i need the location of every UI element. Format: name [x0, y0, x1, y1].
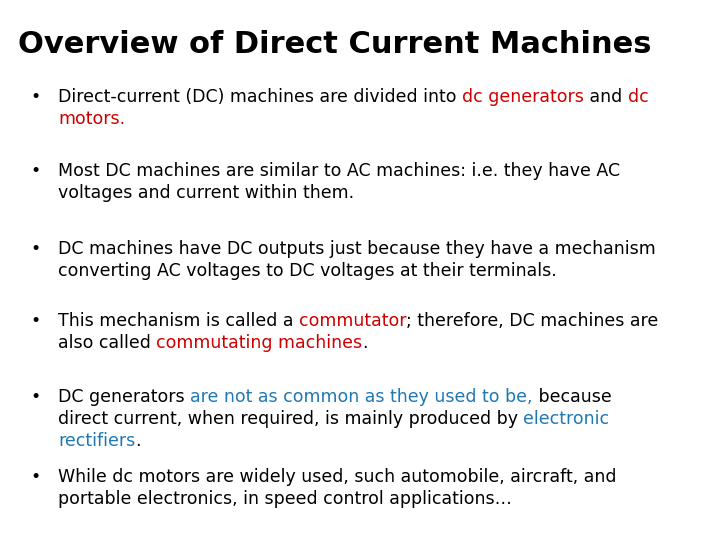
Text: Most DC machines are similar to AC machines: i.e. they have AC: Most DC machines are similar to AC machi… [58, 162, 620, 180]
Text: •: • [30, 162, 40, 180]
Text: also called: also called [58, 334, 156, 352]
Text: DC generators: DC generators [58, 388, 190, 406]
Text: portable electronics, in speed control applications…: portable electronics, in speed control a… [58, 490, 512, 508]
Text: converting AC voltages to DC voltages at their terminals.: converting AC voltages to DC voltages at… [58, 262, 557, 280]
Text: because: because [533, 388, 611, 406]
Text: While dc motors are widely used, such automobile, aircraft, and: While dc motors are widely used, such au… [58, 468, 616, 486]
Text: voltages and current within them.: voltages and current within them. [58, 184, 354, 202]
Text: Direct-current (DC) machines are divided into: Direct-current (DC) machines are divided… [58, 88, 462, 106]
Text: Overview of Direct Current Machines: Overview of Direct Current Machines [18, 30, 652, 59]
Text: This mechanism is called a: This mechanism is called a [58, 312, 299, 330]
Text: •: • [30, 388, 40, 406]
Text: DC machines have DC outputs just because they have a mechanism: DC machines have DC outputs just because… [58, 240, 656, 258]
Text: •: • [30, 240, 40, 258]
Text: and: and [584, 88, 628, 106]
Text: direct current, when required, is mainly produced by: direct current, when required, is mainly… [58, 410, 523, 428]
Text: .: . [362, 334, 368, 352]
Text: .: . [135, 432, 140, 450]
Text: ; therefore, DC machines are: ; therefore, DC machines are [407, 312, 659, 330]
Text: rectifiers: rectifiers [58, 432, 135, 450]
Text: motors.: motors. [58, 110, 125, 128]
Text: commutator: commutator [299, 312, 407, 330]
Text: commutating machines: commutating machines [156, 334, 362, 352]
Text: are not as common as they used to be,: are not as common as they used to be, [190, 388, 533, 406]
Text: dc generators: dc generators [462, 88, 584, 106]
Text: •: • [30, 312, 40, 330]
Text: •: • [30, 468, 40, 486]
Text: electronic: electronic [523, 410, 610, 428]
Text: dc: dc [628, 88, 649, 106]
Text: •: • [30, 88, 40, 106]
